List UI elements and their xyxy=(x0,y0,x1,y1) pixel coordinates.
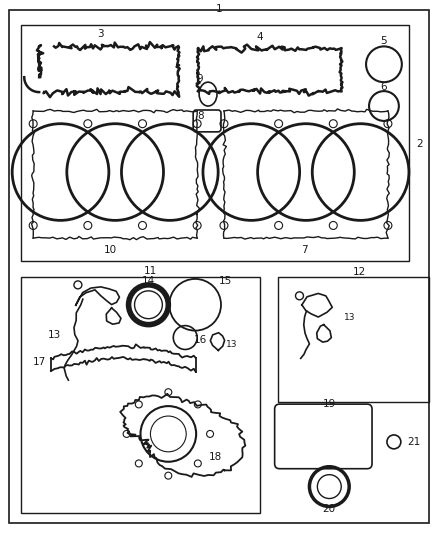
Text: 13: 13 xyxy=(226,340,238,349)
Bar xyxy=(21,277,260,513)
Text: 3: 3 xyxy=(97,29,104,39)
Text: 4: 4 xyxy=(256,33,263,43)
Text: 5: 5 xyxy=(381,36,387,46)
Circle shape xyxy=(134,291,162,319)
Text: 13: 13 xyxy=(47,329,61,340)
Text: 6: 6 xyxy=(381,82,387,92)
Circle shape xyxy=(318,475,341,498)
Text: 10: 10 xyxy=(104,245,117,255)
Text: 13: 13 xyxy=(344,313,356,322)
Text: 11: 11 xyxy=(144,266,157,276)
Text: 20: 20 xyxy=(323,504,336,514)
Text: 14: 14 xyxy=(142,276,155,286)
Bar xyxy=(278,277,429,402)
Text: 17: 17 xyxy=(33,358,46,367)
Text: 1: 1 xyxy=(215,4,223,14)
Text: 9: 9 xyxy=(197,74,203,84)
Text: 7: 7 xyxy=(301,245,308,255)
Text: 15: 15 xyxy=(218,276,232,286)
Bar xyxy=(21,25,409,261)
Text: 18: 18 xyxy=(208,452,222,462)
Text: 8: 8 xyxy=(197,111,203,121)
Text: 19: 19 xyxy=(323,399,336,409)
Text: 12: 12 xyxy=(353,267,366,277)
Text: 21: 21 xyxy=(407,437,420,447)
Text: 2: 2 xyxy=(417,139,424,149)
Text: 16: 16 xyxy=(194,335,207,344)
